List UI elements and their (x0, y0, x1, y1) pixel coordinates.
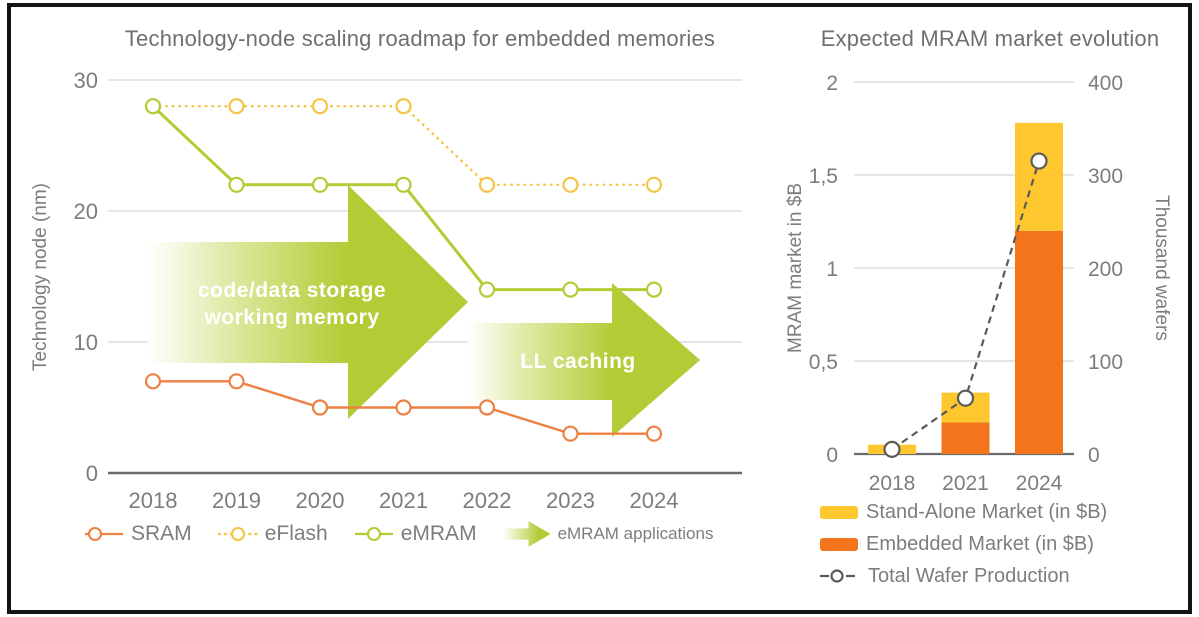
svg-text:10: 10 (74, 330, 98, 355)
legend-item-wafer-production: Total Wafer Production (820, 565, 1107, 587)
legend-label-sram: SRAM (131, 522, 192, 545)
svg-text:100: 100 (1088, 351, 1123, 374)
standalone-market-swatch (820, 505, 858, 519)
outer-frame (7, 3, 1192, 614)
legend-label-eflash: eFlash (264, 522, 328, 545)
legend-label-emram: eMRAM (400, 522, 477, 545)
wafer-production-line (883, 152, 1048, 458)
svg-text:2021: 2021 (379, 488, 428, 513)
svg-text:working memory: working memory (203, 306, 379, 329)
legend-item-sram: SRAM (84, 522, 192, 546)
svg-text:0: 0 (826, 444, 838, 467)
market-bars (868, 122, 1063, 454)
svg-text:30: 30 (74, 68, 98, 93)
left-x-labels: 2018 2019 2020 2021 2022 2023 2024 (129, 488, 679, 513)
legend-item-standalone-market: Stand-Alone Market (in $B) (820, 501, 1107, 523)
right-x-labels: 2018 2021 2024 (869, 472, 1063, 495)
svg-text:0,5: 0,5 (809, 351, 838, 374)
eflash-line-swatch (217, 526, 258, 542)
left-chart-title: Technology-node scaling roadmap for embe… (124, 26, 716, 51)
svg-text:1,5: 1,5 (809, 165, 838, 188)
left-y-axis-label: Technology node (nm) (30, 183, 51, 371)
sram-line-swatch (85, 526, 123, 542)
svg-text:2020: 2020 (296, 488, 345, 513)
emram-line-swatch (354, 526, 393, 542)
arrow-code-data-storage (148, 185, 468, 419)
svg-text:2: 2 (826, 72, 838, 95)
right-chart-legend: Stand-Alone Market (in $B) Embedded Mark… (820, 501, 1107, 597)
svg-text:0: 0 (1088, 444, 1100, 467)
legend-label-embedded-market: Embedded Market (in $B) (866, 532, 1094, 555)
arrow-ll-caching (468, 283, 700, 437)
embedded-bar-2024 (1015, 230, 1063, 454)
svg-text:2022: 2022 (463, 488, 512, 513)
svg-text:LL caching: LL caching (520, 350, 635, 373)
legend-item-emram-applications: eMRAM applications (502, 520, 714, 548)
svg-text:200: 200 (1088, 258, 1123, 281)
svg-text:2024: 2024 (1016, 472, 1063, 495)
right-chart-title: Expected MRAM market evolution (820, 26, 1160, 51)
legend-label-wafer-production: Total Wafer Production (868, 564, 1070, 587)
svg-text:1: 1 (826, 258, 838, 281)
gradient-arrow-icon (502, 521, 551, 547)
embedded-market-swatch (820, 537, 858, 551)
svg-text:20: 20 (74, 199, 98, 224)
right-right-axis-label: Thousand wafers (1151, 195, 1172, 341)
left-chart-legend: SRAM eFlash eMRAM eMRAM applications (84, 520, 713, 548)
svg-text:2018: 2018 (129, 488, 178, 513)
svg-text:2024: 2024 (630, 488, 679, 513)
svg-text:2021: 2021 (942, 472, 989, 495)
svg-text:2018: 2018 (869, 472, 916, 495)
svg-text:2023: 2023 (546, 488, 595, 513)
svg-text:0: 0 (86, 461, 98, 486)
svg-text:2019: 2019 (212, 488, 261, 513)
wafer-line-swatch (820, 569, 855, 583)
legend-label-emram-applications: eMRAM applications (557, 524, 714, 543)
svg-text:400: 400 (1088, 72, 1123, 95)
svg-text:300: 300 (1088, 165, 1123, 188)
standalone-bar-2024 (1015, 122, 1063, 231)
legend-item-eflash: eFlash (217, 522, 328, 546)
embedded-bar-2021 (941, 422, 990, 454)
series-sram (144, 373, 663, 442)
series-emram (144, 98, 663, 298)
legend-item-embedded-market: Embedded Market (in $B) (820, 533, 1107, 555)
svg-text:code/data storage: code/data storage (198, 279, 386, 302)
right-left-axis-label: MRAM market in $B (785, 183, 806, 353)
legend-label-standalone-market: Stand-Alone Market (in $B) (866, 500, 1108, 523)
legend-item-emram: eMRAM (354, 522, 477, 546)
